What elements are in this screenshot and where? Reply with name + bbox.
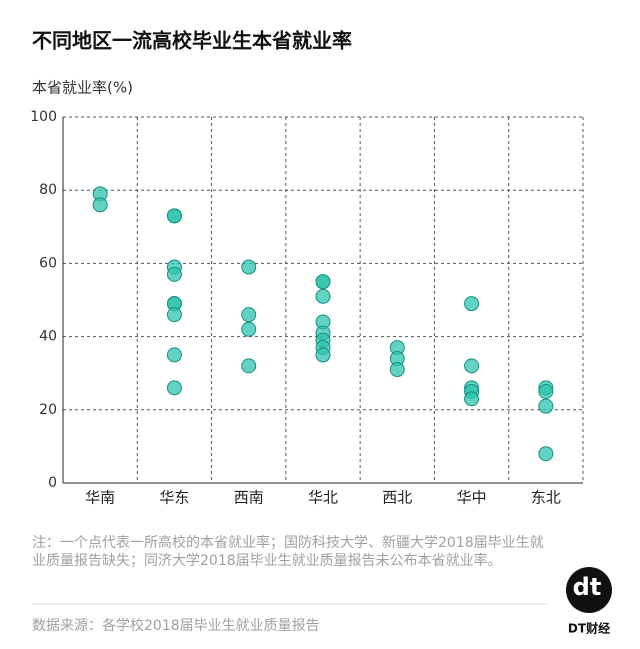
dot: [166, 208, 182, 224]
dot: [166, 266, 182, 282]
source: 数据来源：各学校2018届毕业生就业质量报告: [32, 617, 320, 634]
dot: [241, 358, 257, 374]
dot: [241, 259, 257, 275]
logo-circle: [566, 567, 612, 613]
brand: DT财经: [568, 621, 610, 636]
x-tick-label: 西南: [234, 489, 264, 507]
dot: [538, 384, 554, 399]
y-tick-label: 20: [39, 402, 57, 418]
x-tick-label: 东北: [531, 489, 561, 507]
y-tick-label: 80: [39, 182, 57, 198]
dot: [538, 398, 554, 414]
dot: [538, 446, 554, 462]
x-tick-label: 华中: [457, 489, 487, 507]
dot: [166, 307, 182, 323]
logo: dt: [573, 573, 602, 601]
x-tick-label: 华南: [85, 489, 115, 507]
dot: [315, 347, 331, 363]
y-tick-label: 100: [30, 109, 57, 125]
y-tick-label: 40: [39, 329, 57, 345]
note: 注：一个点代表一所高校的本省就业率；国防科技大学、新疆大学2018届毕业生就业质…: [32, 535, 544, 569]
dot: [464, 296, 480, 312]
dot: [464, 358, 480, 374]
dot: [92, 197, 108, 213]
dot: [315, 288, 331, 304]
x-tick-label: 华北: [308, 489, 338, 507]
dot: [166, 347, 182, 363]
y-tick-label: 0: [48, 475, 57, 491]
dot: [464, 391, 480, 407]
x-tick-label: 华东: [159, 489, 189, 507]
x-tick-label: 西北: [382, 489, 412, 507]
y-tick-label: 60: [39, 255, 57, 271]
dot: [389, 362, 405, 378]
dot: [315, 274, 331, 290]
dot: [166, 380, 182, 396]
y-axis-label: 本省就业率(%): [32, 79, 133, 97]
chart-title: 不同地区一流高校毕业生本省就业率: [32, 29, 352, 53]
dot: [241, 307, 257, 323]
dot: [241, 321, 257, 337]
